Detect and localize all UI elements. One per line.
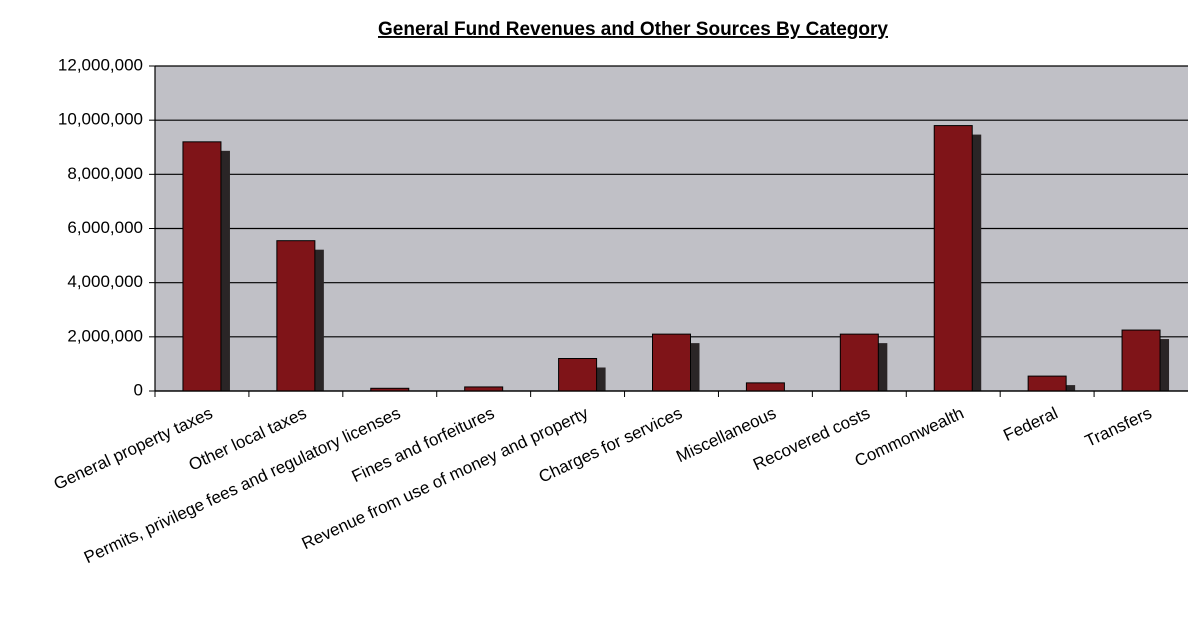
bar <box>839 333 879 392</box>
y-tick-label: 0 <box>134 380 143 399</box>
bar <box>745 382 785 392</box>
chart-title: General Fund Revenues and Other Sources … <box>378 19 888 40</box>
y-tick-label: 6,000,000 <box>67 218 143 237</box>
y-tick-label: 10,000,000 <box>58 110 143 129</box>
y-tick-label: 12,000,000 <box>58 55 143 74</box>
bar <box>1027 375 1067 392</box>
x-tick-label: Federal <box>1000 403 1060 445</box>
y-tick-label: 2,000,000 <box>67 326 143 345</box>
bar <box>558 358 598 392</box>
bar <box>1121 329 1161 392</box>
bar <box>182 141 222 392</box>
x-tick-label: Transfers <box>1082 403 1155 450</box>
x-tick-label: General property taxes <box>51 403 216 493</box>
y-tick-label: 4,000,000 <box>67 272 143 291</box>
bar <box>652 333 691 392</box>
y-tick-label: 8,000,000 <box>67 164 143 183</box>
bar <box>276 240 316 392</box>
bar <box>933 125 973 392</box>
bar <box>464 386 504 392</box>
x-tick-label: Permits, privilege fees and regulatory l… <box>81 403 403 567</box>
